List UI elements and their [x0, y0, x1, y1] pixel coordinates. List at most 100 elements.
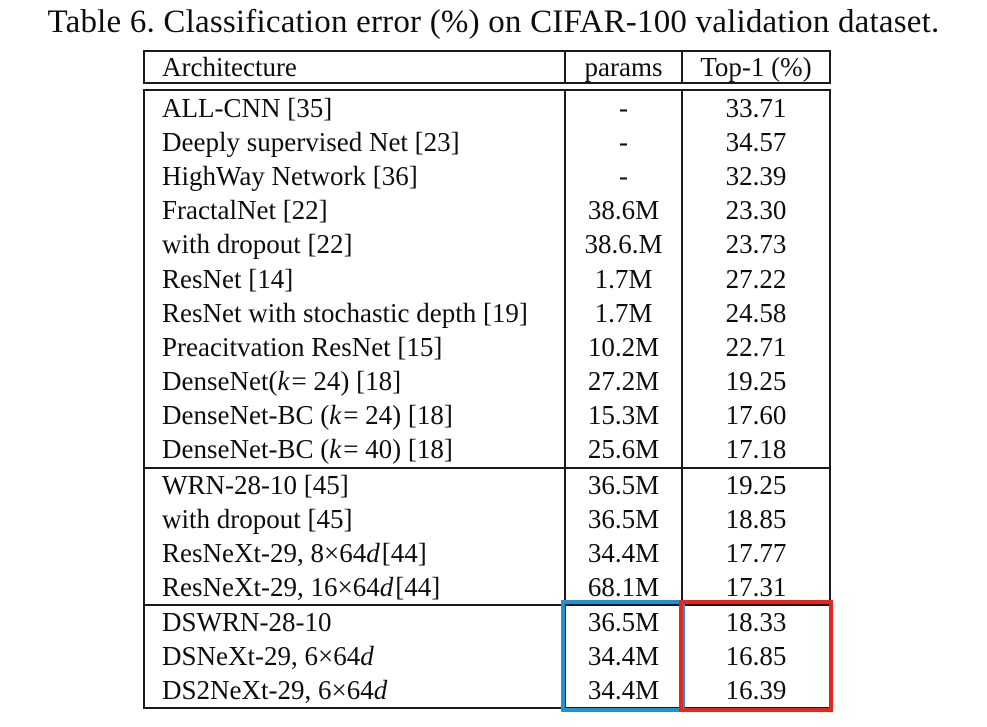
- table-row: DenseNet-BC (k = 40) [18] 25.6M 17.18: [145, 432, 829, 468]
- cell-top1: 19.25: [681, 364, 829, 399]
- cell-architecture: DSNeXt-29, 6×64 d: [145, 640, 564, 674]
- cell-architecture: ResNet [14]: [145, 262, 564, 296]
- cell-top1: 17.60: [681, 398, 829, 433]
- table-row: DSWRN-28-10 36.5M 18.33: [145, 606, 829, 640]
- architecture-text: = 24) [18]: [291, 366, 402, 397]
- architecture-text: k: [277, 366, 290, 397]
- cell-params: 36.5M: [564, 502, 681, 537]
- cell-top1: 17.18: [681, 432, 829, 468]
- table-row: with dropout [22] 38.6.M 23.73: [145, 227, 829, 262]
- architecture-text: ResNet [14]: [162, 263, 294, 294]
- table-row: ResNet [14] 1.7M 27.22: [145, 261, 829, 297]
- cell-top1: 17.77: [681, 536, 829, 571]
- table-row: WRN-28-10 [45] 36.5M 19.25: [145, 469, 829, 503]
- architecture-text: FractalNet [22]: [162, 195, 328, 226]
- architecture-text: k: [329, 434, 342, 465]
- table-row: ResNeXt-29, 8×64 d [44] 34.4M 17.77: [145, 536, 829, 571]
- architecture-text: d: [360, 641, 374, 671]
- cell-architecture: ResNet with stochastic depth [19]: [145, 296, 564, 330]
- architecture-text: DenseNet(: [162, 366, 278, 397]
- architecture-text: d: [373, 674, 388, 705]
- cell-params: 38.6M: [564, 193, 681, 228]
- cell-architecture: with dropout [22]: [145, 228, 564, 262]
- col-header-top1: Top-1 (%): [681, 52, 829, 82]
- cell-params: 38.6.M: [564, 227, 681, 262]
- cell-top1: 16.85: [681, 639, 829, 674]
- architecture-text: with dropout [45]: [162, 504, 353, 535]
- architecture-text: d: [379, 571, 394, 602]
- cell-params: 15.3M: [564, 398, 681, 433]
- architecture-text: ResNeXt-29, 8×64: [162, 537, 367, 568]
- cell-params: -: [564, 159, 681, 194]
- cell-params: 68.1M: [564, 570, 681, 604]
- table-row: DenseNet-BC (k = 24) [18] 15.3M 17.60: [145, 398, 829, 433]
- table-row: DS2NeXt-29, 6×64 d 34.4M 16.39: [145, 673, 829, 708]
- cell-params: 34.4M: [564, 673, 681, 708]
- cell-architecture: DS2NeXt-29, 6×64 d: [145, 673, 564, 707]
- architecture-text: DenseNet-BC (: [162, 400, 330, 431]
- table-row: Preacitvation ResNet [15] 10.2M 22.71: [145, 330, 829, 365]
- cell-architecture: Preacitvation ResNet [15]: [145, 330, 564, 364]
- cell-architecture: ALL-CNN [35]: [145, 91, 564, 125]
- cell-top1: 32.39: [681, 159, 829, 194]
- cell-top1: 23.30: [681, 193, 829, 228]
- cell-architecture: DenseNet(k = 24) [18]: [145, 365, 564, 399]
- table-body: ALL-CNN [35] -33.71 Deeply supervised Net …: [143, 89, 831, 709]
- cell-architecture: HighWay Network [36]: [145, 159, 564, 193]
- table-row: with dropout [45] 36.5M 18.85: [145, 502, 829, 537]
- architecture-text: ResNet with stochastic depth [19]: [162, 297, 528, 328]
- architecture-text: Deeply supervised Net [23]: [162, 126, 460, 157]
- architecture-text: WRN-28-10 [45]: [162, 470, 349, 501]
- architecture-text: [44]: [395, 571, 441, 602]
- cell-params: 34.4M: [564, 639, 681, 674]
- table-row: ResNeXt-29, 16×64 d [44] 68.1M 17.31: [145, 570, 829, 604]
- table-row: DSNeXt-29, 6×64 d 34.4M 16.85: [145, 639, 829, 674]
- cell-architecture: DenseNet-BC (k = 24) [18]: [145, 399, 564, 433]
- table-row: Deeply supervised Net [23] -34.57: [145, 125, 829, 160]
- cell-architecture: WRN-28-10 [45]: [145, 469, 564, 503]
- architecture-text: Preacitvation ResNet [15]: [162, 331, 443, 362]
- architecture-text: = 24) [18]: [343, 400, 453, 431]
- table-section: ALL-CNN [35] -33.71 Deeply supervised Net …: [145, 91, 829, 468]
- cell-params: -: [564, 91, 681, 126]
- results-table: Architecture params Top-1 (%) ALL-CNN [3…: [143, 50, 831, 709]
- col-header-architecture: Architecture: [162, 52, 297, 82]
- architecture-text: k: [329, 400, 342, 431]
- cell-params: 1.7M: [564, 296, 681, 331]
- architecture-text: DSNeXt-29, 6×64: [162, 641, 361, 671]
- architecture-text: = 40) [18]: [343, 434, 453, 465]
- table-row: ResNet with stochastic depth [19] 1.7M 24.…: [145, 296, 829, 331]
- col-header-params: params: [564, 52, 681, 82]
- cell-architecture: FractalNet [22]: [145, 194, 564, 228]
- cell-top1: 27.22: [681, 261, 829, 297]
- table-row: FractalNet [22] 38.6M 23.30: [145, 193, 829, 228]
- table-section: DSWRN-28-10 36.5M 18.33 DSNeXt-29, 6×64 d 34.…: [145, 604, 829, 708]
- cell-architecture: DenseNet-BC (k = 40) [18]: [145, 433, 564, 467]
- cell-top1: 34.57: [681, 125, 829, 160]
- cell-params: 10.2M: [564, 330, 681, 365]
- architecture-text: DSWRN-28-10: [162, 607, 332, 638]
- cell-top1: 17.31: [681, 570, 829, 604]
- architecture-text: DenseNet-BC (: [162, 434, 330, 465]
- cell-top1: 19.25: [681, 469, 829, 503]
- table-row: DenseNet(k = 24) [18] 27.2M 19.25: [145, 364, 829, 399]
- cell-top1: 16.39: [681, 673, 829, 708]
- cell-params: 36.5M: [564, 469, 681, 503]
- architecture-text: DS2NeXt-29, 6×64: [162, 674, 374, 705]
- cell-architecture: with dropout [45]: [145, 503, 564, 537]
- architecture-text: [44]: [381, 537, 427, 568]
- cell-top1: 22.71: [681, 330, 829, 365]
- table-caption: Table 6. Classification error (%) on CIF…: [47, 4, 940, 40]
- architecture-text: d: [366, 537, 380, 568]
- architecture-text: ALL-CNN [35]: [162, 92, 333, 123]
- architecture-text: HighWay Network [36]: [162, 160, 418, 191]
- cell-architecture: ResNeXt-29, 16×64 d [44]: [145, 570, 564, 604]
- cell-top1: 18.33: [681, 606, 829, 640]
- cell-params: 25.6M: [564, 432, 681, 468]
- cell-architecture: ResNeXt-29, 8×64 d [44]: [145, 537, 564, 571]
- cell-params: 1.7M: [564, 261, 681, 297]
- cell-architecture: Deeply supervised Net [23]: [145, 125, 564, 159]
- cell-architecture: DSWRN-28-10: [145, 606, 564, 640]
- table-row: HighWay Network [36] -32.39: [145, 159, 829, 194]
